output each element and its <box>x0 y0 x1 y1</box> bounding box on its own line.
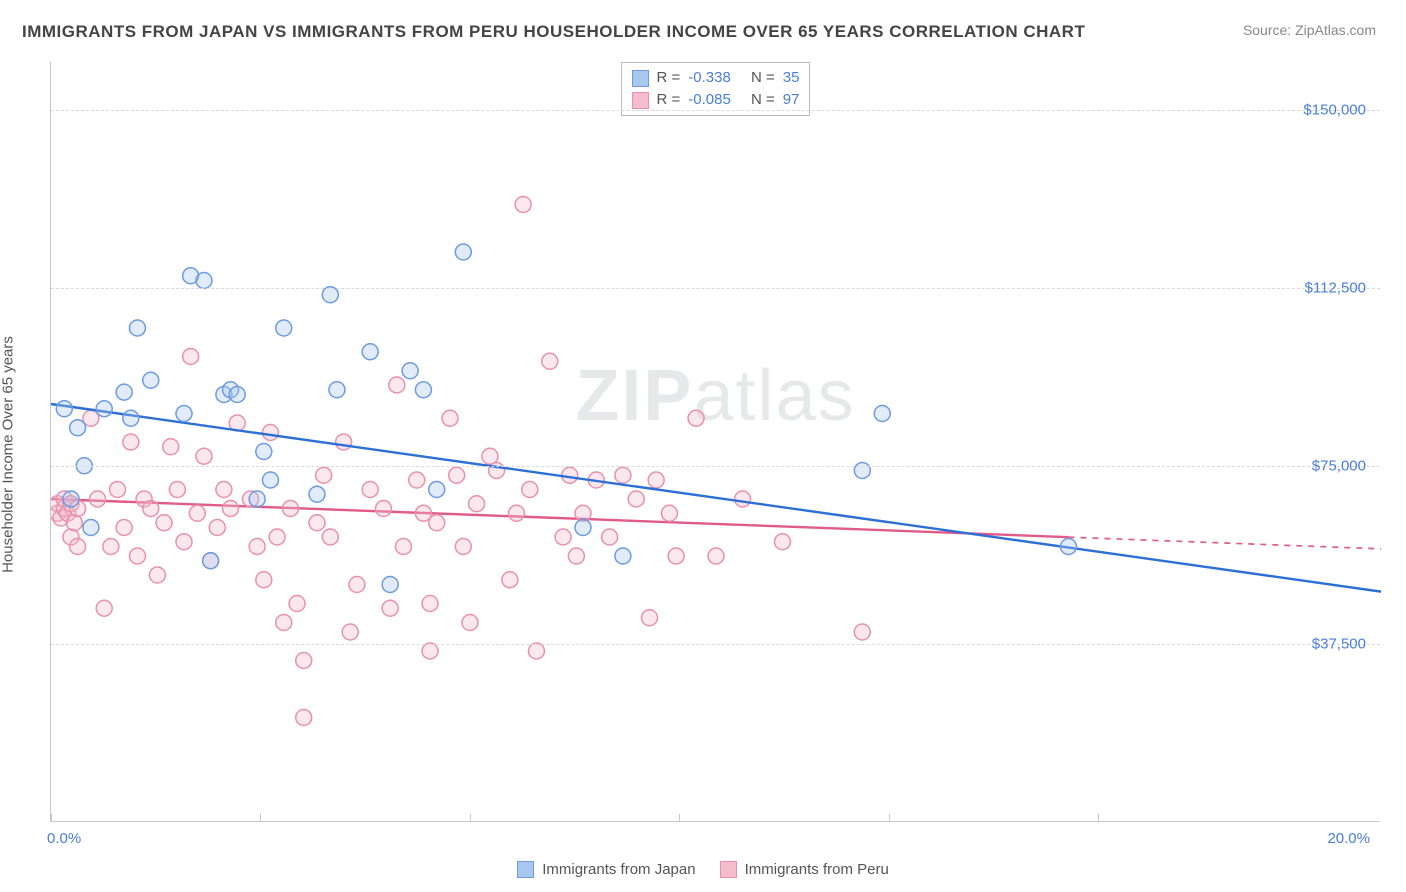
y-tick-label: $150,000 <box>1303 101 1366 118</box>
n-value-peru: 97 <box>783 89 800 111</box>
x-axis-left-label: 0.0% <box>47 830 81 847</box>
n-value-japan: 35 <box>783 67 800 89</box>
stats-legend-box: R = -0.338 N = 35 R = -0.085 N = 97 <box>621 62 811 116</box>
legend-label-japan: Immigrants from Japan <box>542 861 695 878</box>
y-tick-label: $75,000 <box>1312 457 1366 474</box>
swatch-japan <box>632 70 649 87</box>
y-tick-label: $112,500 <box>1305 279 1366 296</box>
header: IMMIGRANTS FROM JAPAN VS IMMIGRANTS FROM… <box>0 0 1406 42</box>
stats-row-japan: R = -0.338 N = 35 <box>632 67 800 89</box>
x-tick-mark <box>260 814 261 822</box>
r-label: R = <box>657 67 681 89</box>
source-attribution: Source: ZipAtlas.com <box>1243 22 1376 38</box>
x-tick-mark <box>889 814 890 822</box>
gridline <box>51 644 1380 645</box>
legend-label-peru: Immigrants from Peru <box>745 861 889 878</box>
plot-area: ZIPatlas R = -0.338 N = 35 R = -0.085 N … <box>50 62 1380 822</box>
r-value-japan: -0.338 <box>688 67 731 89</box>
swatch-peru <box>632 92 649 109</box>
x-axis-right-label: 20.0% <box>1327 830 1370 847</box>
swatch-peru <box>720 861 737 878</box>
bottom-legend: Immigrants from Japan Immigrants from Pe… <box>0 861 1406 878</box>
gridline <box>51 110 1380 111</box>
scatter-svg <box>51 62 1381 822</box>
swatch-japan <box>517 861 534 878</box>
chart-container: IMMIGRANTS FROM JAPAN VS IMMIGRANTS FROM… <box>0 0 1406 892</box>
n-label: N = <box>751 89 775 111</box>
x-tick-mark <box>470 814 471 822</box>
legend-item-japan: Immigrants from Japan <box>517 861 695 878</box>
r-value-peru: -0.085 <box>688 89 731 111</box>
r-label: R = <box>657 89 681 111</box>
chart-title: IMMIGRANTS FROM JAPAN VS IMMIGRANTS FROM… <box>22 22 1085 42</box>
y-tick-label: $37,500 <box>1312 635 1366 652</box>
stats-row-peru: R = -0.085 N = 97 <box>632 89 800 111</box>
gridline <box>51 288 1380 289</box>
x-tick-mark <box>51 814 52 822</box>
x-tick-mark <box>1098 814 1099 822</box>
gridline <box>51 466 1380 467</box>
legend-item-peru: Immigrants from Peru <box>720 861 889 878</box>
y-axis-label: Householder Income Over 65 years <box>0 336 17 573</box>
n-label: N = <box>751 67 775 89</box>
x-tick-mark <box>679 814 680 822</box>
